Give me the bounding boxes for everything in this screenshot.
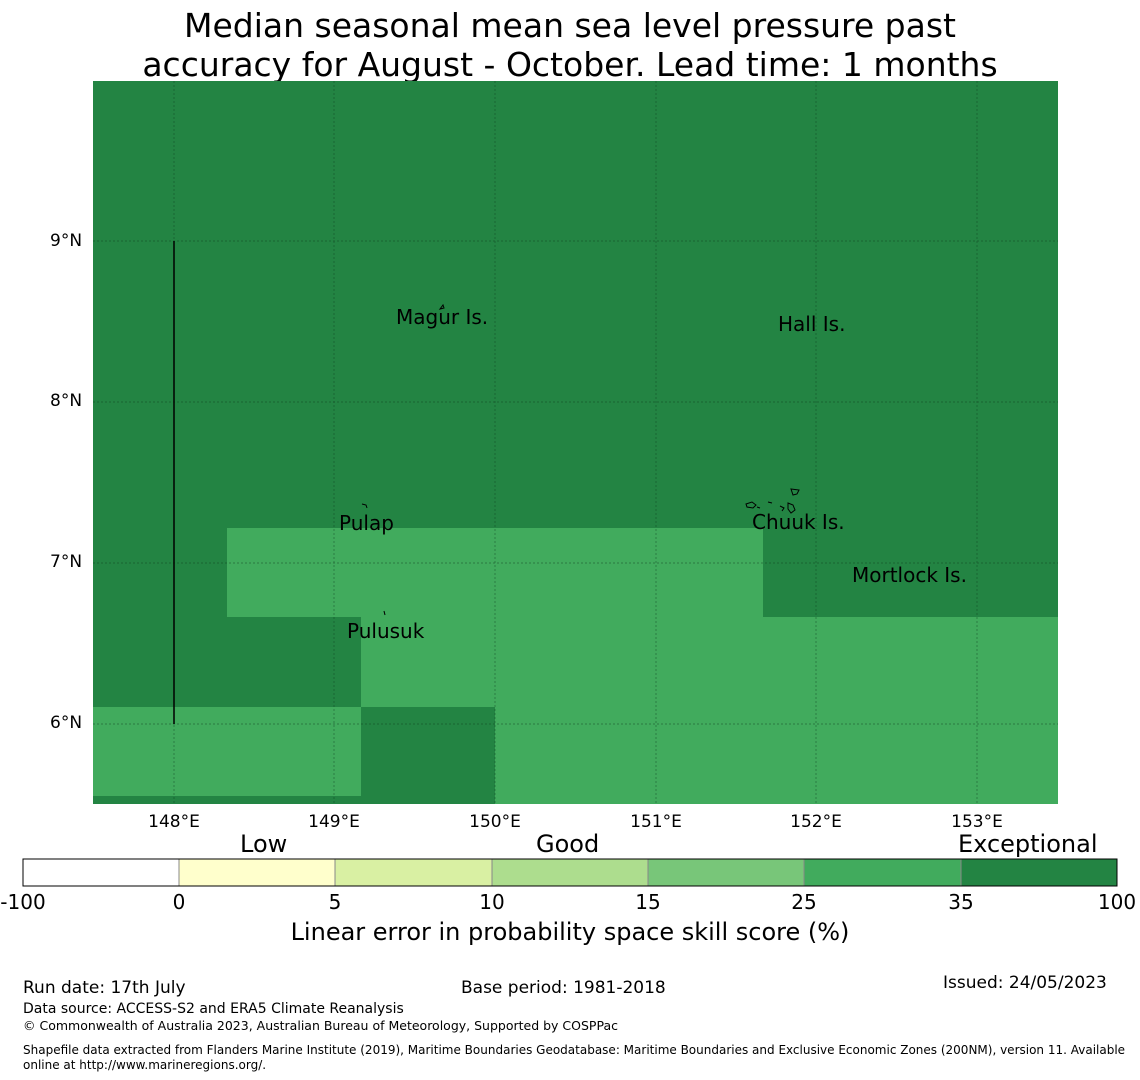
lon-label-148e: 148°E	[148, 812, 200, 832]
copyright: © Commonwealth of Australia 2023, Austra…	[23, 1018, 618, 1033]
shapefile-credit-line-2: online at http://www.marineregions.org/.	[23, 1058, 267, 1072]
lon-label-150e: 150°E	[469, 812, 521, 832]
island-outlines	[361, 303, 800, 616]
run-date: Run date: 17th July	[23, 978, 186, 998]
lat-label-7n: 7°N	[50, 552, 83, 572]
lat-label-8n: 8°N	[50, 391, 83, 411]
colorbar-tick: 0	[172, 890, 186, 914]
skill-region	[361, 617, 1058, 707]
lon-label-151e: 151°E	[630, 812, 682, 832]
place-label-pulusuk: Pulusuk	[347, 619, 425, 643]
colorbar-tick: 15	[635, 890, 661, 914]
colorbar-segment	[647, 858, 805, 887]
place-label-pulap: Pulap	[339, 511, 394, 535]
title-line-1: Median seasonal mean sea level pressure …	[184, 6, 956, 45]
place-label-mortlock: Mortlock Is.	[852, 563, 967, 587]
colorbar-tick: 25	[791, 890, 817, 914]
issued-date: Issued: 24/05/2023	[943, 973, 1107, 993]
place-label-chuuk: Chuuk Is.	[752, 510, 845, 534]
category-low: Low	[240, 830, 288, 858]
colorbar-tick: -100	[0, 890, 46, 914]
lon-label-149e: 149°E	[308, 812, 360, 832]
colorbar-tick: 35	[948, 890, 974, 914]
place-label-magur: Magur Is.	[396, 305, 489, 329]
category-good: Good	[536, 830, 600, 858]
base-period: Base period: 1981-2018	[461, 978, 666, 998]
place-label-hall: Hall Is.	[778, 312, 846, 336]
data-source: Data source: ACCESS-S2 and ERA5 Climate …	[23, 1001, 404, 1017]
colorbar-tick: 5	[328, 890, 342, 914]
colorbar-tick: 10	[479, 890, 505, 914]
lat-label-6n: 6°N	[50, 713, 83, 733]
lon-label-152e: 152°E	[790, 812, 842, 832]
colorbar-tick: 100	[1097, 890, 1137, 914]
colorbar-segment	[960, 858, 1118, 887]
skill-region	[495, 707, 1058, 804]
colorbar-segment	[803, 858, 962, 887]
colorbar-segment	[178, 858, 336, 887]
lat-label-9n: 9°N	[50, 231, 83, 251]
shapefile-credit-line-1: Shapefile data extracted from Flanders M…	[23, 1043, 1126, 1057]
category-exceptional: Exceptional	[958, 830, 1098, 858]
skill-region	[93, 707, 361, 796]
colorbar-segment	[491, 858, 649, 887]
colorbar-segment	[22, 858, 180, 887]
colorbar-title: Linear error in probability space skill …	[290, 918, 850, 946]
lon-label-153e: 153°E	[951, 812, 1003, 832]
colorbar-segment	[334, 858, 493, 887]
title-line-2: accuracy for August - October. Lead time…	[142, 45, 998, 84]
